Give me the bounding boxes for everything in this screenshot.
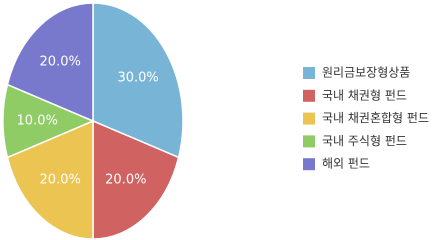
- slice-label: 20.0%: [40, 54, 81, 69]
- legend-label: 국내 채권형 펀드: [322, 88, 407, 102]
- slice-label: 10.0%: [17, 114, 58, 129]
- legend-label: 국내 채권혼합형 펀드: [322, 111, 429, 125]
- legend-label: 국내 주식형 펀드: [322, 134, 407, 148]
- pie-slice: [2, 83, 95, 159]
- pie-slice: [92, 2, 184, 159]
- pie-slice: [6, 119, 94, 240]
- legend-label: 해외 펀드: [322, 157, 370, 171]
- pie-slice: [92, 119, 180, 240]
- legend-label: 원리금보장형상품: [322, 66, 410, 80]
- slice-label: 30.0%: [117, 70, 158, 85]
- legend-swatch: [303, 158, 315, 171]
- legend-swatch: [303, 67, 315, 79]
- pie-slice: [6, 2, 94, 123]
- slice-label: 20.0%: [40, 173, 81, 188]
- legend-swatch: [303, 135, 315, 148]
- legend-swatch: [303, 112, 315, 125]
- legend-swatch: [303, 89, 315, 102]
- slice-label: 20.0%: [105, 173, 146, 188]
